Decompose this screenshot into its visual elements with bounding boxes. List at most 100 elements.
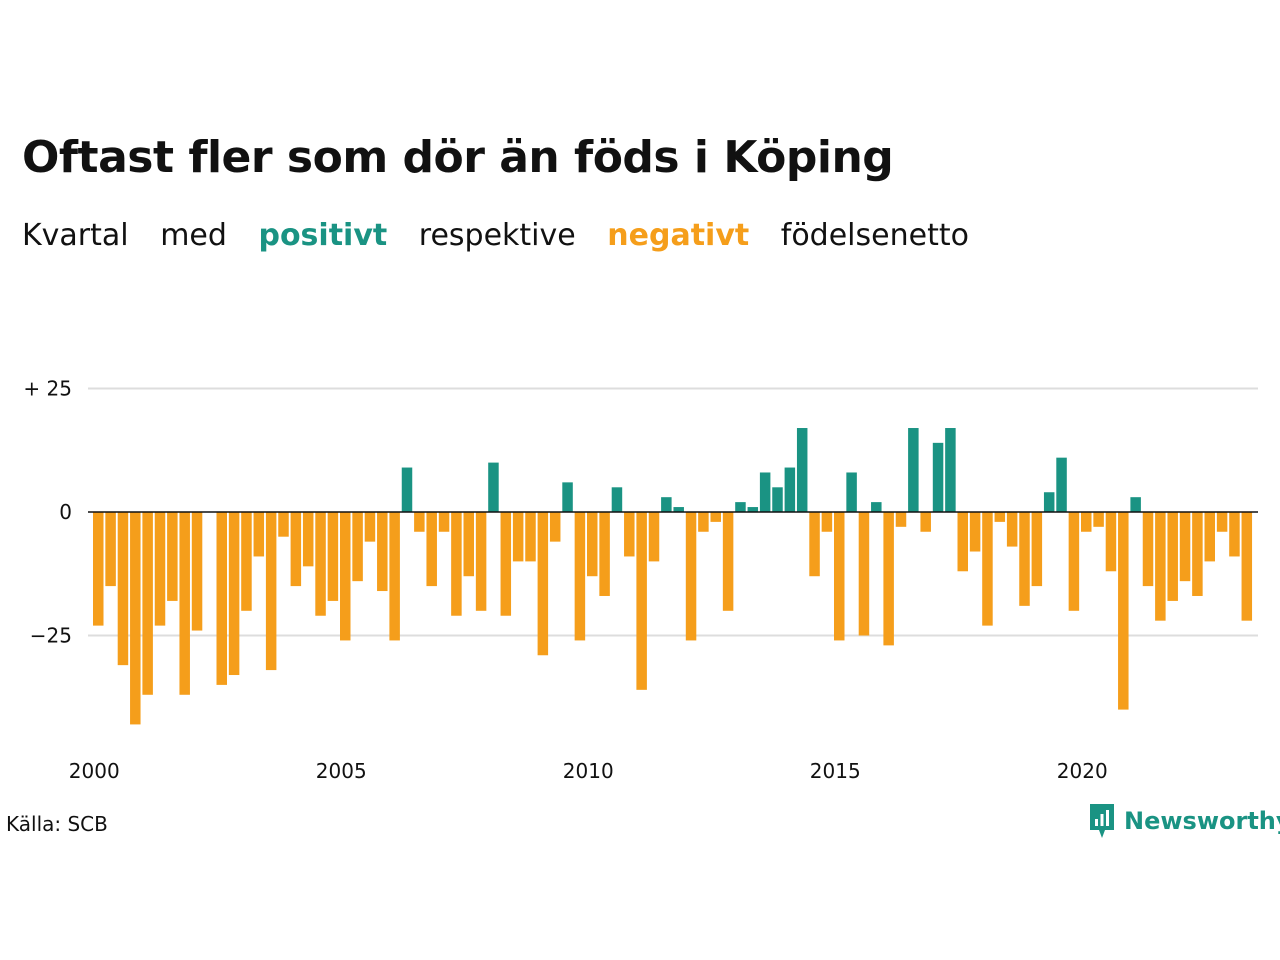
bar-negative (1204, 512, 1215, 562)
bar-negative (117, 512, 129, 666)
bar-negative (957, 512, 968, 572)
bar-negative (130, 512, 141, 725)
bar-negative (228, 512, 240, 676)
bar-positive (735, 502, 746, 512)
bar-negative (648, 512, 660, 562)
bar-negative (685, 512, 697, 641)
bar-negative (241, 512, 252, 611)
bar-negative (327, 512, 339, 601)
bar-positive (846, 472, 857, 512)
bar-positive (945, 428, 956, 512)
bar-positive (401, 467, 413, 512)
bar-negative (451, 512, 462, 616)
bar-negative (500, 512, 512, 616)
subtitle-negative-label: negativt (607, 218, 750, 253)
bar-negative (340, 512, 351, 641)
bar-negative (1068, 512, 1080, 611)
subtitle-word-respektive: respektive (418, 218, 576, 253)
bar-negative (710, 512, 721, 522)
bar-negative (1142, 512, 1154, 587)
bar-negative (253, 512, 265, 557)
bar-negative (537, 512, 549, 656)
bar-negative (278, 512, 289, 537)
bar-negative (574, 512, 586, 641)
bar-negative (549, 512, 561, 542)
bar-positive (908, 428, 919, 512)
y-tick-label: −25 (30, 624, 72, 648)
bar-negative (821, 512, 833, 532)
brand-name: Newsworthy (1124, 807, 1280, 835)
bar-positive (562, 482, 573, 512)
bar-negative (389, 512, 400, 641)
subtitle-word-kvartal: Kvartal (22, 218, 129, 253)
bar-positive (796, 428, 808, 512)
bar-negative (969, 512, 981, 552)
bar-negative (1179, 512, 1191, 582)
bar-negative (599, 512, 610, 596)
bar-negative (809, 512, 820, 577)
bar-negative (587, 512, 598, 577)
bar-negative (302, 512, 314, 567)
bar-negative (1093, 512, 1104, 527)
bar-negative (624, 512, 635, 557)
subtitle-word-fodelsenetto: födelsenetto (780, 218, 969, 253)
bar-negative (1081, 512, 1092, 532)
bar-positive (1130, 497, 1141, 512)
bar-negative (1241, 512, 1253, 621)
x-tick-label: 2005 (316, 759, 367, 783)
bar-negative (414, 512, 425, 532)
bar-negative (1031, 512, 1043, 587)
bar-negative (1105, 512, 1117, 572)
bar-negative (834, 512, 845, 641)
bar-negative (265, 512, 277, 671)
x-tick-label: 2000 (69, 759, 120, 783)
x-tick-label: 2015 (810, 759, 861, 783)
bar-negative (982, 512, 993, 626)
bar-positive (772, 487, 783, 512)
bar-negative (525, 512, 536, 562)
bar-positive (1043, 492, 1055, 512)
bar-positive (661, 497, 672, 512)
bar-negative (377, 512, 388, 592)
bar-positive (488, 462, 499, 512)
bar-negative (722, 512, 734, 611)
bar-negative (142, 512, 153, 695)
brand-logo: Newsworthy (1088, 802, 1280, 840)
bar-negative (1167, 512, 1178, 601)
bar-positive (784, 467, 796, 512)
bar-negative (290, 512, 302, 587)
bar-negative (1192, 512, 1203, 596)
bar-negative (698, 512, 709, 532)
bar-positive (611, 487, 623, 512)
bar-positive (747, 507, 759, 512)
source-note: Källa: SCB (6, 812, 108, 836)
bar-positive (871, 502, 882, 512)
bar-negative (1229, 512, 1240, 557)
bar-negative (167, 512, 178, 601)
bar-negative (512, 512, 524, 562)
subtitle-positive-label: positivt (258, 218, 388, 253)
bar-negative (352, 512, 363, 582)
bar-positive (932, 442, 944, 512)
bar-negative (858, 512, 870, 636)
bar-negative (426, 512, 437, 587)
bar-negative (216, 512, 227, 685)
bar-negative (1216, 512, 1228, 532)
newsworthy-logo-icon (1090, 804, 1114, 838)
y-tick-label: + 25 (23, 377, 72, 401)
bar-negative (1155, 512, 1166, 621)
bar-positive (673, 507, 684, 512)
bar-negative (179, 512, 190, 695)
bar-negative (154, 512, 166, 626)
x-tick-label: 2010 (563, 759, 614, 783)
bar-negative (438, 512, 450, 532)
bar-negative (883, 512, 894, 646)
bar-negative (1118, 512, 1129, 710)
bar-negative (364, 512, 376, 542)
bar-negative (93, 512, 104, 626)
bar-negative (994, 512, 1006, 522)
bar-negative (105, 512, 116, 587)
x-tick-label: 2020 (1057, 759, 1108, 783)
chart-title: Oftast fler som dör än föds i Köping (22, 132, 894, 183)
